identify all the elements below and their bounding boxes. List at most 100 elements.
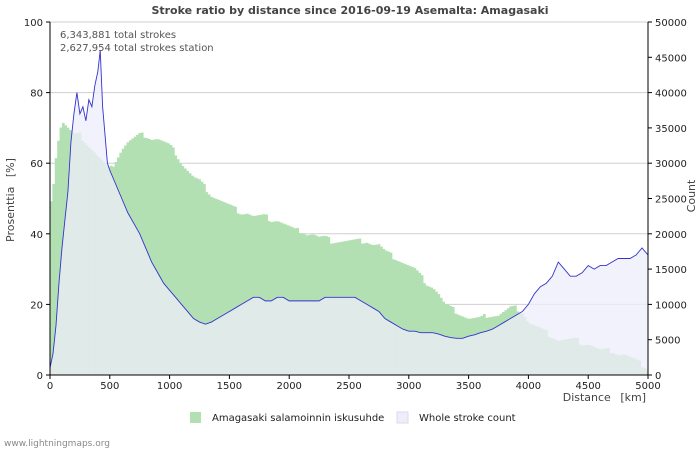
x-tick-label: 0	[47, 381, 53, 392]
ratio-bar	[167, 143, 170, 375]
ratio-bar	[425, 285, 429, 375]
x-axis-label-unit: [km]	[620, 391, 646, 404]
ratio-bar	[406, 265, 410, 375]
ratio-bar	[160, 140, 163, 375]
ratio-bar	[265, 214, 268, 375]
ratio-bar	[418, 272, 422, 375]
count-area-series	[49, 50, 649, 376]
y-left-label-unit: [%]	[4, 158, 17, 177]
y-right-tick-label: 45000	[655, 53, 687, 64]
ratio-bar	[54, 158, 58, 375]
ratio-bar	[255, 215, 259, 375]
ratio-bar	[57, 140, 60, 375]
y-right-label-text: Count	[685, 179, 698, 212]
y-right-tick-label: 10000	[655, 300, 687, 311]
x-tick-label: 3000	[396, 381, 421, 392]
ratio-bar	[246, 213, 249, 375]
ratio-bar	[430, 287, 434, 375]
y-right-tick-label: 40000	[655, 89, 687, 100]
y-left-tick-label: 80	[30, 89, 43, 100]
count-line	[49, 50, 649, 369]
ratio-bar	[404, 264, 407, 375]
y-right-axis-ticks: 0 5000 10000 15000 20000 25000 30000 35000 40000…	[648, 18, 687, 382]
ratio-bar	[382, 248, 386, 375]
ratio-bar	[413, 268, 417, 375]
ratio-bar	[203, 184, 206, 375]
y-left-label-text: Prosenttia	[4, 187, 17, 242]
legend-label-ratio: Amagasaki salamoinnin iskusuhde	[212, 413, 384, 424]
legend-label-count: Whole stroke count	[419, 413, 516, 424]
chart-title: Stroke ratio by distance since 2016-09-1…	[151, 4, 548, 17]
ratio-bar	[231, 205, 235, 375]
y-left-label: Prosenttia [%]	[4, 158, 17, 242]
y-right-tick-label: 5000	[655, 336, 680, 347]
ratio-bar	[262, 214, 266, 375]
ratio-bar	[243, 214, 247, 375]
ratio-bar	[227, 203, 230, 375]
x-tick-label: 3500	[456, 381, 481, 392]
x-tick-label: 4500	[575, 381, 600, 392]
ratio-bar	[186, 170, 190, 375]
x-tick-label: 2500	[336, 381, 361, 392]
ratio-bar	[205, 192, 209, 375]
ratio-bar	[193, 177, 197, 375]
y-left-tick-label: 60	[30, 159, 43, 170]
ratio-bar	[377, 244, 381, 375]
ratio-bar	[188, 173, 192, 375]
ratio-bar	[401, 263, 405, 375]
y-right-tick-label: 35000	[655, 124, 687, 135]
footer-credit: www.lightningmaps.org	[4, 439, 110, 449]
ratio-bar	[198, 179, 201, 375]
ratio-bar	[253, 215, 257, 375]
y-right-tick-label: 50000	[655, 18, 687, 29]
y-left-tick-label: 100	[24, 18, 43, 29]
ratio-bar	[250, 215, 254, 375]
y-right-tick-label: 15000	[655, 265, 687, 276]
x-tick-label: 1000	[157, 381, 182, 392]
ratio-bar	[392, 259, 395, 375]
ratio-bar	[164, 142, 168, 375]
ratio-bar	[171, 147, 175, 375]
legend-swatch-count	[396, 411, 409, 424]
x-tick-label: 1500	[217, 381, 242, 392]
ratio-bar	[411, 267, 414, 375]
x-axis-ticks: 0 500 1000 1500 2000 2500 3000 3500 4000 4500 5000	[47, 375, 661, 392]
ratio-bar	[195, 178, 199, 375]
ratio-bar	[236, 213, 240, 375]
ratio-bar	[174, 155, 178, 375]
annotation-station-strokes: 2,627,954 total strokes station	[60, 43, 214, 54]
ratio-bar	[179, 163, 182, 375]
ratio-bar	[169, 145, 173, 375]
ratio-bar	[432, 289, 436, 375]
y-right-label: Count	[685, 179, 698, 212]
ratio-bar	[150, 140, 154, 375]
y-left-tick-label: 0	[37, 371, 43, 382]
ratio-bar	[183, 168, 187, 375]
ratio-bar	[176, 159, 180, 375]
ratio-bar	[212, 197, 216, 375]
x-tick-label: 5000	[635, 381, 660, 392]
ratio-bar	[241, 214, 245, 375]
ratio-bar	[207, 194, 211, 375]
ratio-bar	[219, 200, 223, 375]
ratio-bar	[222, 201, 225, 375]
ratio-bar	[234, 206, 237, 375]
legend-swatch-ratio	[190, 412, 201, 423]
y-right-tick-label: 30000	[655, 159, 687, 170]
x-axis-label: Distance [km]	[563, 391, 646, 404]
ratio-bar	[59, 127, 63, 375]
ratio-bar	[215, 198, 218, 375]
ratio-bar	[389, 252, 393, 375]
x-tick-label: 500	[100, 381, 119, 392]
ratio-bar	[155, 139, 158, 375]
y-right-tick-label: 25000	[655, 195, 687, 206]
ratio-bar	[157, 139, 161, 375]
annotation-total-strokes: 6,343,881 total strokes	[60, 30, 176, 41]
ratio-bar	[50, 201, 53, 375]
legend: Amagasaki salamoinnin iskusuhde Whole st…	[190, 411, 516, 424]
ratio-bar	[191, 175, 194, 375]
ratio-bar	[272, 221, 276, 375]
ratio-bar	[260, 214, 264, 375]
ratio-bar	[224, 202, 228, 375]
